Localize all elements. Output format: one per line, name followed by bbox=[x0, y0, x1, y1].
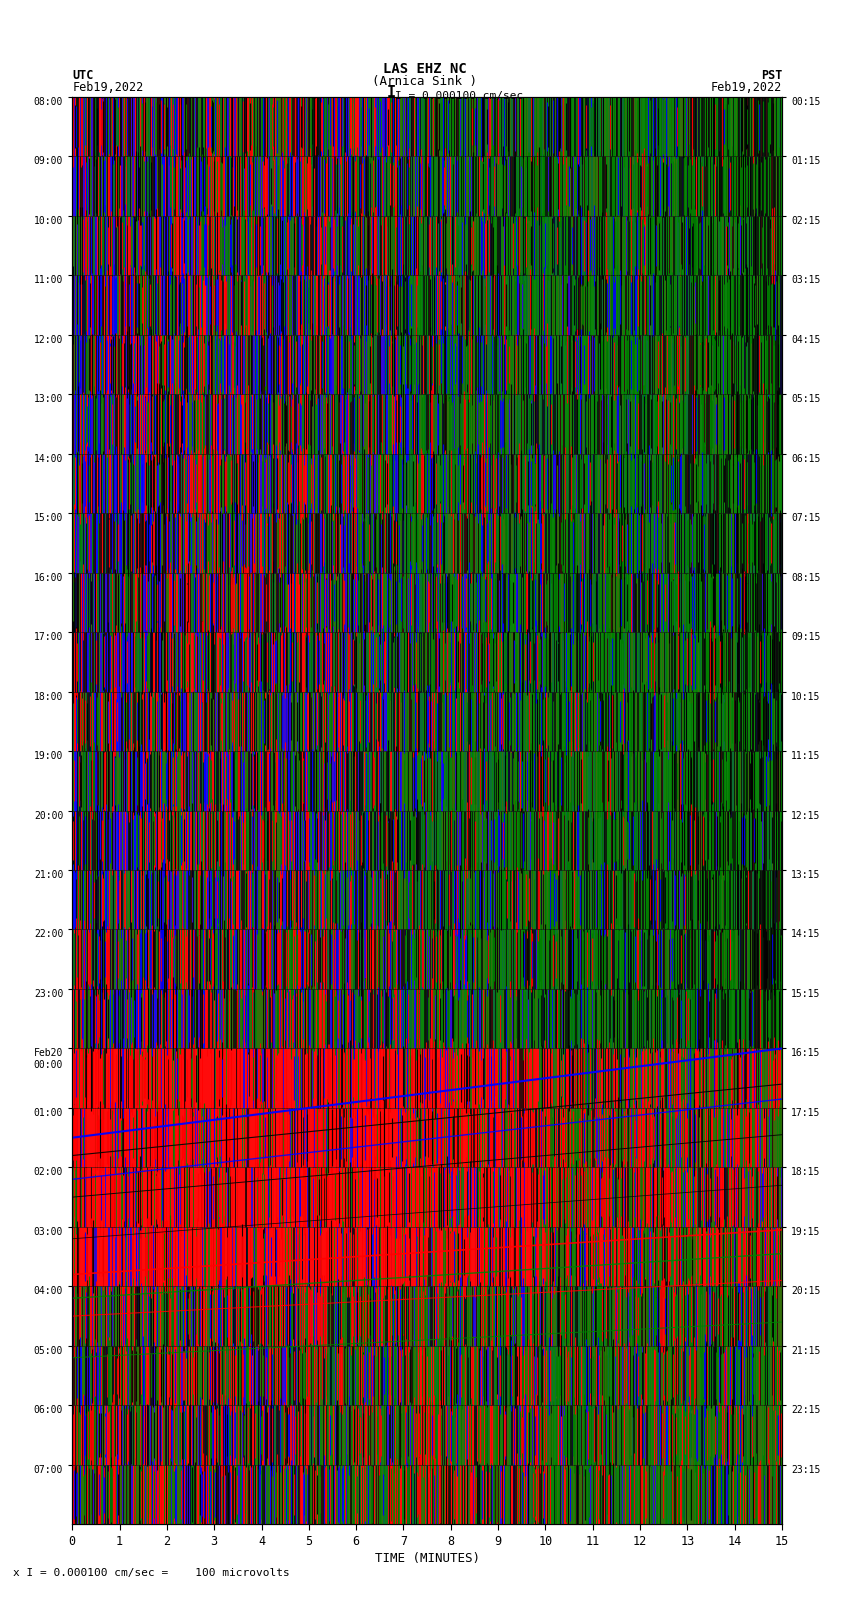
Text: Feb19,2022: Feb19,2022 bbox=[72, 81, 144, 94]
Text: LAS EHZ NC: LAS EHZ NC bbox=[383, 61, 467, 76]
Text: (Arnica Sink ): (Arnica Sink ) bbox=[372, 74, 478, 87]
Text: PST: PST bbox=[761, 69, 782, 82]
Text: I = 0.000100 cm/sec: I = 0.000100 cm/sec bbox=[395, 90, 524, 100]
Text: x I = 0.000100 cm/sec =    100 microvolts: x I = 0.000100 cm/sec = 100 microvolts bbox=[13, 1568, 290, 1578]
Text: UTC: UTC bbox=[72, 69, 94, 82]
X-axis label: TIME (MINUTES): TIME (MINUTES) bbox=[375, 1552, 479, 1565]
Text: Feb19,2022: Feb19,2022 bbox=[711, 81, 782, 94]
Text: I: I bbox=[387, 85, 396, 100]
